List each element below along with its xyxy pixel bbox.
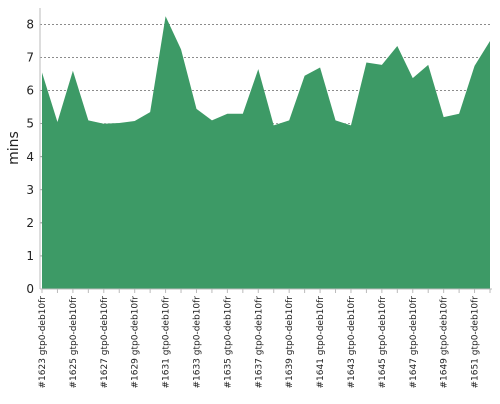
- y-tick-label: 3: [26, 183, 34, 197]
- x-tick-label: #1625 gtp0-deb10fr: [69, 296, 79, 389]
- y-tick-label: 2: [26, 216, 34, 230]
- y-tick-label: 0: [26, 282, 34, 296]
- x-tick-label: #1647 gtp0-deb10fr: [409, 296, 419, 389]
- x-tick-label: #1649 gtp0-deb10fr: [440, 296, 450, 389]
- x-tick-label: #1631 gtp0-deb10fr: [162, 296, 172, 389]
- y-tick-label: 7: [26, 51, 34, 65]
- x-tick-label: #1623 gtp0-deb10fr: [38, 296, 48, 389]
- y-tick-label: 1: [26, 249, 34, 263]
- y-tick-label: 5: [26, 117, 34, 131]
- x-tick-label: #1629 gtp0-deb10fr: [131, 296, 141, 389]
- x-tick-label: #1633 gtp0-deb10fr: [192, 296, 202, 389]
- y-axis-label: mins: [6, 131, 22, 165]
- x-tick-label: #1645 gtp0-deb10fr: [378, 296, 388, 389]
- x-tick-label: #1643 gtp0-deb10fr: [347, 296, 357, 389]
- x-tick-label: #1635 gtp0-deb10fr: [223, 296, 233, 389]
- x-tick-label: #1637 gtp0-deb10fr: [254, 296, 264, 389]
- x-tick-label: #1627 gtp0-deb10fr: [100, 296, 110, 389]
- x-tick-label: #1641 gtp0-deb10fr: [316, 296, 326, 389]
- area: [42, 16, 490, 289]
- y-tick-label: 6: [26, 84, 34, 98]
- x-tick-label: #1639 gtp0-deb10fr: [285, 296, 295, 389]
- y-tick-label: 4: [26, 150, 34, 164]
- x-tick-label: #1651 gtp0-deb10fr: [471, 296, 481, 389]
- y-tick-label: 8: [26, 18, 34, 32]
